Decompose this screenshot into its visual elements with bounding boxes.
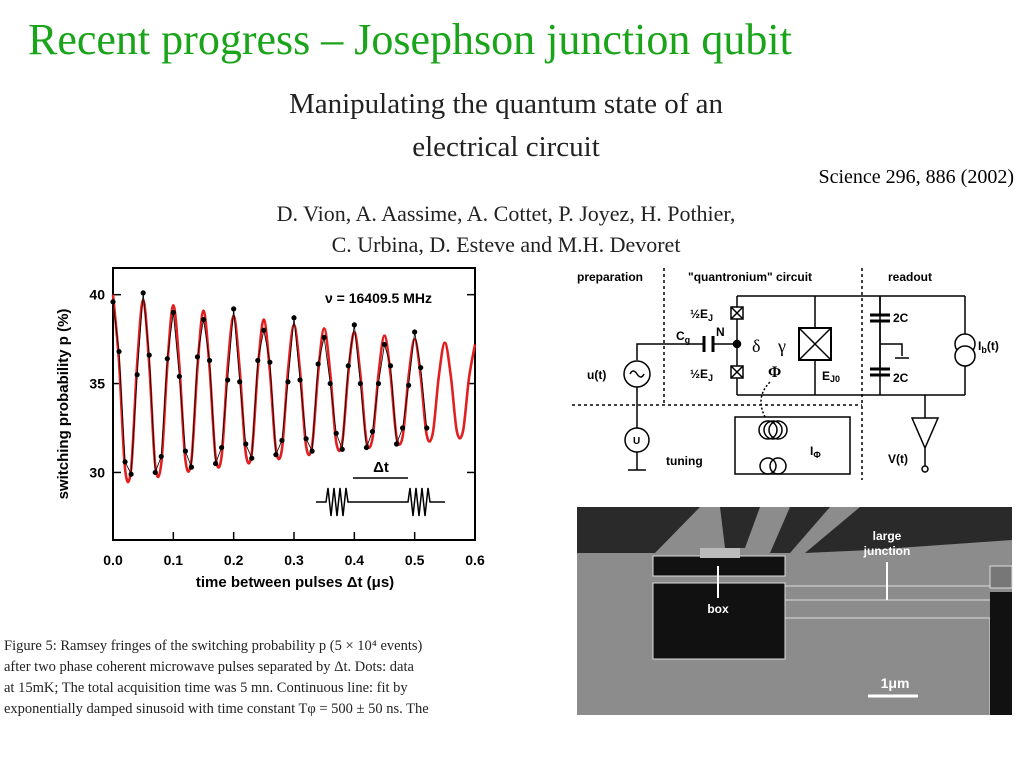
- cap: 2C: [893, 371, 909, 385]
- x-tick-label: 0.4: [345, 552, 365, 568]
- gamma: γ: [777, 336, 786, 356]
- tuning: tuning: [666, 454, 703, 468]
- cap: 2C: [893, 311, 909, 325]
- circuit: preparation "quantronium" circuit readou…: [572, 268, 999, 480]
- phi: Φ: [768, 364, 781, 381]
- half-ej: ½EJ: [690, 307, 713, 323]
- authors: C. Urbina, D. Esteve and M.H. Devoret: [332, 232, 681, 257]
- x-tick-label: 0.3: [284, 552, 304, 568]
- x-tick-label: 0.2: [224, 552, 244, 568]
- caption: Figure 5: Ramsey fringes of the switchin…: [4, 638, 423, 654]
- x-tick-label: 0.0: [103, 552, 123, 568]
- x-tick-label: 0.5: [405, 552, 425, 568]
- inset: Δt: [316, 459, 445, 517]
- u: U: [633, 436, 640, 447]
- scale-label: 1μm: [881, 675, 910, 691]
- citation: Science 296, 886 (2002): [818, 166, 1014, 188]
- pulse-sequence: [316, 487, 445, 517]
- slide-title: Recent progress – Josephson junction qub…: [28, 15, 792, 64]
- section-label: readout: [888, 270, 932, 284]
- ib: Ib(t): [978, 339, 999, 355]
- data-line: [112, 292, 428, 476]
- paper-title: Manipulating the quantum state of an: [289, 88, 724, 120]
- half-ej: ½EJ: [690, 367, 713, 383]
- i-phi: IΦ: [810, 444, 821, 460]
- source: u(t): [587, 368, 606, 382]
- paper-title: electrical circuit: [412, 131, 600, 163]
- sem-label: junction: [863, 544, 911, 558]
- y-tick-label: 40: [89, 287, 105, 303]
- ej0: EJ0: [822, 369, 840, 384]
- cg: Cg: [676, 329, 690, 345]
- node: N: [716, 325, 725, 339]
- sem-label: large: [873, 529, 902, 543]
- inset-label: Δt: [373, 459, 389, 476]
- section-label: preparation: [577, 270, 643, 284]
- y-tick-label: 30: [89, 464, 105, 480]
- x-tick-label: 0.1: [164, 552, 184, 568]
- authors: D. Vion, A. Aassime, A. Cottet, P. Joyez…: [277, 201, 736, 226]
- y-axis-label: switching probability p (%): [55, 309, 72, 500]
- caption: at 15mK; The total acquisition time was …: [4, 680, 408, 696]
- y-tick-label: 35: [89, 376, 105, 392]
- caption: exponentially damped sinusoid with time …: [4, 701, 429, 717]
- fit-line: [111, 294, 477, 484]
- x-axis-label: time between pulses Δt (μs): [196, 574, 394, 591]
- x-tick-label: 0.6: [465, 552, 485, 568]
- section-label: "quantronium" circuit: [688, 270, 812, 284]
- vt: V(t): [888, 452, 908, 466]
- annotation: ν = 16409.5 MHz: [325, 290, 432, 306]
- delta: δ: [752, 336, 760, 356]
- sem-label: box: [707, 602, 729, 616]
- caption: after two phase coherent microwave pulse…: [4, 659, 415, 675]
- sem-image: large junction box 1μm: [577, 507, 1013, 715]
